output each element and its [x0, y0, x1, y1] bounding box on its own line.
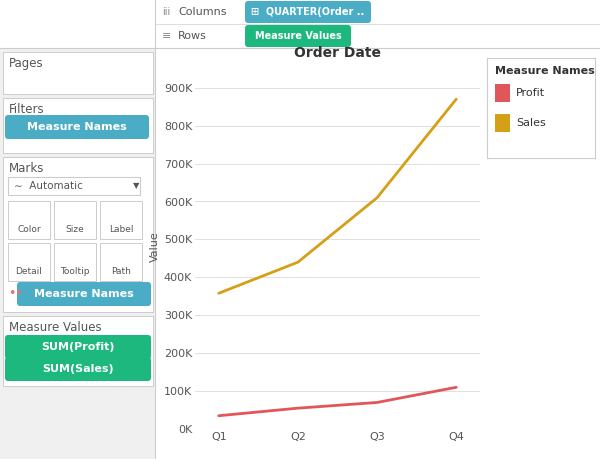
Text: Measure Names: Measure Names — [494, 66, 595, 76]
Bar — [100, 201, 142, 239]
Bar — [54, 243, 96, 281]
Bar — [8, 201, 50, 239]
Bar — [3, 316, 153, 386]
Bar — [0, 48, 155, 459]
Text: Path: Path — [111, 267, 131, 275]
Text: Tooltip: Tooltip — [60, 267, 90, 275]
Bar — [100, 243, 142, 281]
Text: Color: Color — [17, 224, 41, 234]
Bar — [3, 98, 153, 153]
Bar — [3, 52, 153, 94]
Text: Detail: Detail — [16, 267, 43, 275]
Bar — [494, 84, 509, 102]
Text: Measure Names: Measure Names — [27, 122, 127, 132]
Text: SUM(Profit): SUM(Profit) — [41, 342, 115, 352]
Title: Order Date: Order Date — [294, 45, 381, 60]
FancyBboxPatch shape — [245, 1, 371, 23]
Text: Profit: Profit — [516, 88, 545, 98]
FancyBboxPatch shape — [17, 282, 151, 306]
Text: ▼: ▼ — [133, 181, 139, 190]
Text: Sales: Sales — [516, 118, 546, 128]
Text: ••: •• — [8, 287, 23, 301]
Text: Size: Size — [65, 224, 85, 234]
Bar — [54, 201, 96, 239]
Bar — [155, 48, 600, 459]
FancyBboxPatch shape — [245, 25, 351, 47]
FancyBboxPatch shape — [5, 335, 151, 359]
Text: Pages: Pages — [9, 57, 44, 70]
Text: Measure Values: Measure Values — [254, 31, 341, 41]
Text: Label: Label — [109, 224, 133, 234]
Bar — [0, 0, 600, 48]
Bar — [494, 114, 509, 132]
Y-axis label: Value: Value — [149, 232, 160, 263]
Text: Rows: Rows — [178, 31, 207, 41]
Bar — [3, 157, 153, 312]
FancyBboxPatch shape — [5, 357, 151, 381]
Text: iii: iii — [162, 7, 170, 17]
Text: Marks: Marks — [9, 162, 44, 175]
Text: Columns: Columns — [178, 7, 227, 17]
Bar — [155, 48, 600, 459]
Text: ⊞  QUARTER(Order ..: ⊞ QUARTER(Order .. — [251, 7, 365, 17]
Text: Measure Values: Measure Values — [9, 321, 101, 334]
Text: ≡: ≡ — [162, 31, 172, 41]
Text: SUM(Sales): SUM(Sales) — [42, 364, 114, 374]
FancyBboxPatch shape — [5, 115, 149, 139]
Text: ∼  Automatic: ∼ Automatic — [14, 181, 83, 191]
Bar — [8, 177, 140, 195]
Bar — [8, 243, 50, 281]
Text: Measure Names: Measure Names — [34, 289, 134, 299]
Text: Filters: Filters — [9, 103, 44, 116]
